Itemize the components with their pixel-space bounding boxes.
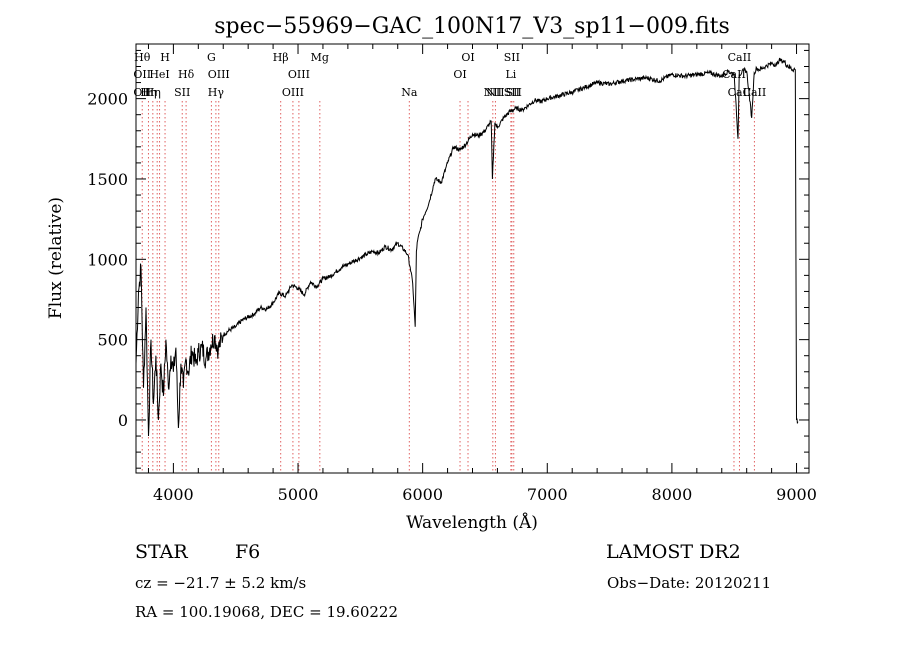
annotation-label: NII (486, 86, 504, 99)
sky-coordinates: RA = 100.19068, DEC = 19.60222 (135, 603, 399, 621)
annotation-label: SII (504, 86, 520, 99)
x-tick-label: 9000 (776, 485, 817, 504)
y-axis-label: Flux (relative) (46, 197, 66, 319)
annotation-label: OII (133, 68, 151, 81)
redshift-velocity: cz = −21.7 ± 5.2 km/s (135, 574, 307, 592)
x-tick-label: 6000 (402, 485, 443, 504)
annotation-label: Hη (140, 86, 156, 99)
annotation-label: CaII (728, 51, 752, 64)
y-tick-label: 500 (97, 331, 128, 350)
annotation-label: Hθ (134, 51, 151, 64)
annotation-label: Hγ (208, 86, 225, 99)
plot-frame (135, 43, 810, 474)
star-subclass: F6 (235, 541, 261, 563)
annotation-label: SII (174, 86, 190, 99)
x-tick-label: 5000 (278, 485, 319, 504)
annotation-label: HeI (149, 68, 169, 81)
annotation-label: OIII (288, 68, 310, 81)
annotation-label: OII (133, 86, 151, 99)
y-tick-label: 0 (118, 411, 128, 430)
y-tick-label: 2000 (87, 90, 128, 109)
annotation-label: Hδ (178, 68, 195, 81)
annotation-label: Hβ (273, 51, 289, 64)
annotation-label: CaII (743, 86, 767, 99)
annotation-label: Li (505, 68, 516, 81)
x-tick-label: 8000 (652, 485, 693, 504)
annotation-label: Na (401, 86, 418, 99)
annotation-label: OIII (208, 68, 230, 81)
line-annotations: HθOIIOIIHηHηHeIHSIIHδGHγOIIIHβOIIIOIIIMg… (133, 51, 766, 473)
annotation-label: OI (461, 51, 474, 64)
y-tick-label: 1000 (87, 250, 128, 269)
chart-title: spec−55969−GAC_100N17_V3_sp11−009.fits (214, 14, 730, 39)
survey-name: LAMOST DR2 (606, 541, 741, 563)
observation-date: Obs−Date: 20120211 (607, 574, 772, 592)
annotation-label: Hη (145, 86, 161, 99)
x-tick-label: 7000 (527, 485, 568, 504)
spectrum-line (135, 57, 799, 437)
y-tick-label: 1500 (87, 170, 128, 189)
annotation-label: SII (504, 51, 520, 64)
x-tick-label: 4000 (153, 485, 194, 504)
annotation-label: OI (453, 68, 466, 81)
star-class: STAR (135, 541, 188, 563)
annotation-label: G (207, 51, 216, 64)
annotation-label: H (160, 51, 170, 64)
annotation-label: Mg (311, 51, 329, 64)
annotation-label: SII (506, 86, 522, 99)
axes: 4000 5000 6000 7000 8000 9000 0 500 1000 1500 2000 (87, 43, 817, 504)
plot-area (135, 57, 799, 437)
annotation-label: NII (484, 86, 502, 99)
x-axis-label: Wavelength (Å) (406, 512, 538, 533)
annotation-label: CaII (728, 86, 752, 99)
annotation-label: OIII (282, 86, 304, 99)
